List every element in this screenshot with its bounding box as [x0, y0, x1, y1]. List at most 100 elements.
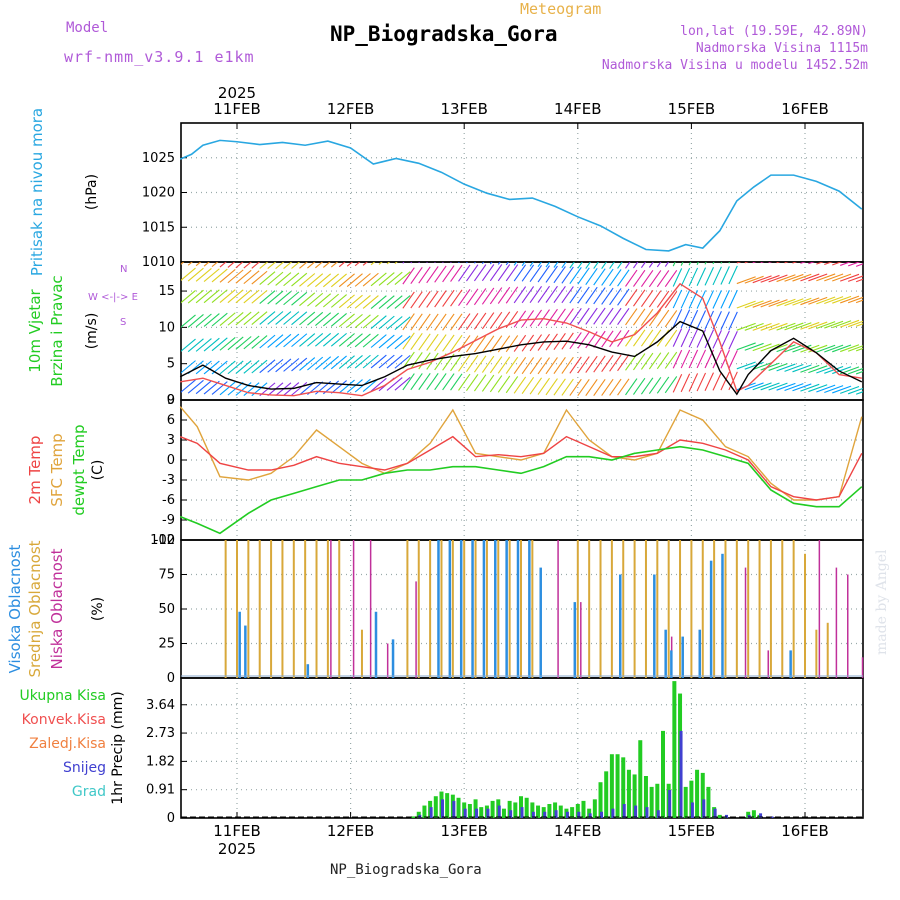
y-tick-label: 0.91: [146, 783, 175, 798]
cloud-low-bar: [767, 650, 769, 678]
dewpt-line: [179, 445, 863, 535]
cloud-mid-bar: [497, 540, 500, 678]
snow-bar: [724, 814, 728, 818]
precip-total-bar: [683, 786, 688, 818]
y-tick-label: -3: [162, 473, 175, 488]
cloud-mid-bar: [292, 540, 295, 678]
snow-bar: [713, 808, 717, 818]
watermark: made by Angel: [874, 549, 890, 656]
cloud-high-bar: [437, 540, 440, 678]
cloud-high-bar: [244, 625, 247, 678]
cloud-mid-bar: [258, 540, 261, 678]
cloud-mid-bar: [644, 540, 647, 678]
cloud-high-bar: [516, 540, 520, 678]
cloud-mid-bar: [588, 540, 591, 678]
cloud-mid-bar: [326, 540, 329, 678]
cloud-mid-bar: [735, 540, 738, 678]
wind-unit: (m/s): [84, 313, 100, 350]
snow-bar: [520, 807, 524, 818]
precip-total-bar: [479, 807, 484, 818]
precip-total-bar: [490, 800, 495, 818]
snow-bar: [531, 811, 535, 818]
cloud-mid-bar: [247, 540, 250, 678]
panel-1: 1010 1015 1020 1025: [142, 122, 864, 270]
top-day-label: 11FEB: [213, 100, 260, 118]
y-tick-label: 100: [150, 533, 175, 548]
cloud-high-bar: [789, 650, 792, 678]
cloud-low-bar: [861, 657, 864, 678]
precip-total-bar: [536, 805, 541, 818]
footer-station: NP_Biogradska_Gora: [330, 862, 482, 878]
precip-total-bar: [411, 816, 416, 818]
cloud-label-mid: Srednja Oblacnost: [26, 540, 44, 677]
snow-bar: [509, 810, 513, 818]
cloud-mid-bar: [747, 540, 750, 678]
precip-total-bar: [621, 757, 626, 818]
y-tick-label: 9: [167, 393, 175, 408]
snow-bar: [600, 811, 604, 818]
cloud-high-bar: [471, 540, 474, 678]
bottom-day-label: 11FEB: [213, 822, 260, 840]
wind-label-1: 10m Vjetar: [26, 288, 44, 372]
y-tick-label: -12: [154, 533, 175, 548]
top-day-label: 14FEB: [554, 100, 601, 118]
precip-total-bar: [456, 797, 461, 818]
model-name: wrf-nmm_v3.9.1 e1km: [64, 48, 255, 66]
precip-total-bar: [524, 797, 529, 818]
y-tick-label: 0: [167, 393, 175, 408]
snow-bar: [656, 810, 660, 818]
cloud-mid-bar: [429, 540, 432, 678]
precip-total-bar: [706, 786, 711, 818]
y-tick-label: 5: [167, 357, 175, 372]
temp-label-dewpt: dewpt Temp: [70, 424, 88, 515]
cloud-mid-bar: [633, 540, 636, 678]
snow-bar: [702, 799, 706, 818]
cloud-mid-bar: [338, 540, 341, 678]
y-tick-label: 0: [167, 453, 175, 468]
y-tick-label: 15: [158, 284, 175, 299]
cloud-mid-bar: [781, 540, 784, 678]
precip-total-bar: [575, 804, 580, 818]
bottom-day-label: 16FEB: [781, 822, 828, 840]
cloud-high-bar: [238, 611, 241, 678]
bottom-year-label: 2025: [218, 840, 256, 858]
snow-bar: [759, 813, 763, 818]
y-tick-label: 75: [158, 568, 175, 583]
y-tick-label: -6: [162, 493, 175, 508]
cloud-mid-bar: [758, 540, 761, 678]
top-year-label: 2025: [218, 84, 256, 102]
precip-total-bar: [473, 799, 478, 818]
precip-total-bar: [598, 782, 603, 818]
cloud-mid-bar: [679, 540, 682, 678]
cloud-low-bar: [744, 567, 747, 678]
speed-line: [179, 320, 863, 396]
precip-total-bar: [672, 681, 677, 818]
cloud-low-bar: [369, 540, 372, 678]
precip-total-bar: [615, 754, 620, 818]
y-tick-label: 1020: [142, 186, 175, 201]
cloud-high-bar: [374, 611, 378, 678]
precip-total-bar: [661, 730, 665, 818]
bottom-day-label: 15FEB: [668, 822, 715, 840]
y-tick-label: 1015: [142, 220, 175, 235]
y-tick-label: 25: [158, 637, 175, 652]
precip-total-bar: [695, 769, 700, 818]
temp-label-sfc: SFC Temp: [48, 433, 66, 506]
y-tick-label: 1010: [142, 255, 175, 270]
cloud-high-bar: [482, 540, 486, 678]
cloud-mid-bar: [281, 540, 284, 678]
precip-total-bar: [558, 805, 563, 818]
cloud-high-bar: [539, 567, 542, 678]
cloud-mid-bar: [667, 540, 670, 678]
precip-total-bar: [530, 802, 535, 818]
pressure-label: Pritisak na nivou mora: [28, 108, 46, 276]
precip-total-bar: [717, 814, 722, 818]
cloud-mid-bar: [474, 540, 477, 678]
product-label: Meteogram: [520, 0, 602, 18]
cloud-mid-bar: [451, 540, 454, 678]
cloud-mid-bar: [826, 622, 829, 678]
cloud-high-bar: [698, 629, 702, 678]
cloud-low-bar: [386, 643, 389, 678]
precip-total-bar: [513, 802, 518, 818]
